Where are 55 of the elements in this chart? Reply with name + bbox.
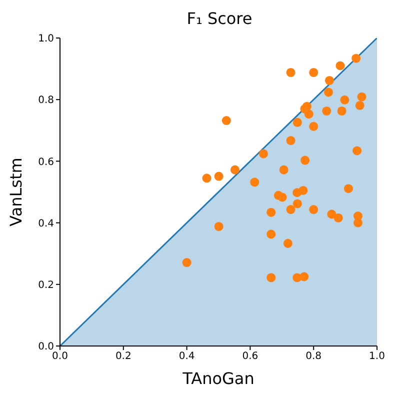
- point: [202, 174, 212, 183]
- point: [222, 116, 231, 126]
- x-tick-label: 0.6: [242, 351, 258, 362]
- y-tick-label: 0.0: [38, 342, 54, 353]
- y-tick-label: 0.4: [38, 218, 54, 230]
- point: [322, 106, 332, 116]
- point: [292, 199, 302, 208]
- point: [309, 68, 318, 77]
- point: [266, 230, 276, 239]
- point: [230, 165, 240, 174]
- point: [344, 184, 353, 194]
- point: [278, 192, 287, 202]
- point: [300, 272, 309, 282]
- point: [214, 222, 224, 231]
- x-tick-label: 0.8: [306, 351, 322, 362]
- point: [352, 146, 362, 156]
- point: [309, 122, 318, 131]
- y-tick-label: 0.8: [38, 95, 54, 106]
- x-tick-label: 0.4: [178, 351, 195, 362]
- point: [292, 118, 302, 127]
- y-tick-label: 1.0: [38, 34, 54, 45]
- point: [337, 106, 346, 116]
- point: [259, 149, 268, 158]
- point: [266, 273, 276, 282]
- x-tick-label: 1.0: [369, 351, 385, 362]
- point: [292, 188, 302, 198]
- point: [304, 110, 314, 119]
- point: [279, 165, 288, 174]
- point: [286, 136, 296, 146]
- chart-title: F₁ Score: [186, 8, 254, 30]
- point: [327, 210, 336, 219]
- y-tick-label: 0.6: [38, 156, 54, 168]
- point: [309, 205, 318, 214]
- point: [336, 61, 345, 70]
- point: [334, 213, 343, 222]
- point: [286, 68, 296, 77]
- point: [302, 102, 312, 111]
- point: [355, 100, 364, 110]
- point: [182, 258, 192, 268]
- y-axis-title: VanLstm: [6, 158, 26, 226]
- point: [352, 54, 361, 63]
- x-tick-label: 0.2: [115, 351, 132, 362]
- point: [324, 76, 334, 86]
- point: [300, 156, 310, 165]
- point: [286, 205, 296, 214]
- point: [357, 92, 366, 102]
- y-tick-label: 0.2: [38, 280, 54, 291]
- x-tick-label: 0.0: [52, 351, 68, 362]
- point: [324, 88, 334, 97]
- x-axis-title: TAnoGan: [182, 369, 254, 388]
- point: [266, 208, 276, 217]
- point: [214, 172, 224, 181]
- point: [250, 178, 260, 187]
- point: [340, 95, 350, 104]
- point: [283, 238, 292, 248]
